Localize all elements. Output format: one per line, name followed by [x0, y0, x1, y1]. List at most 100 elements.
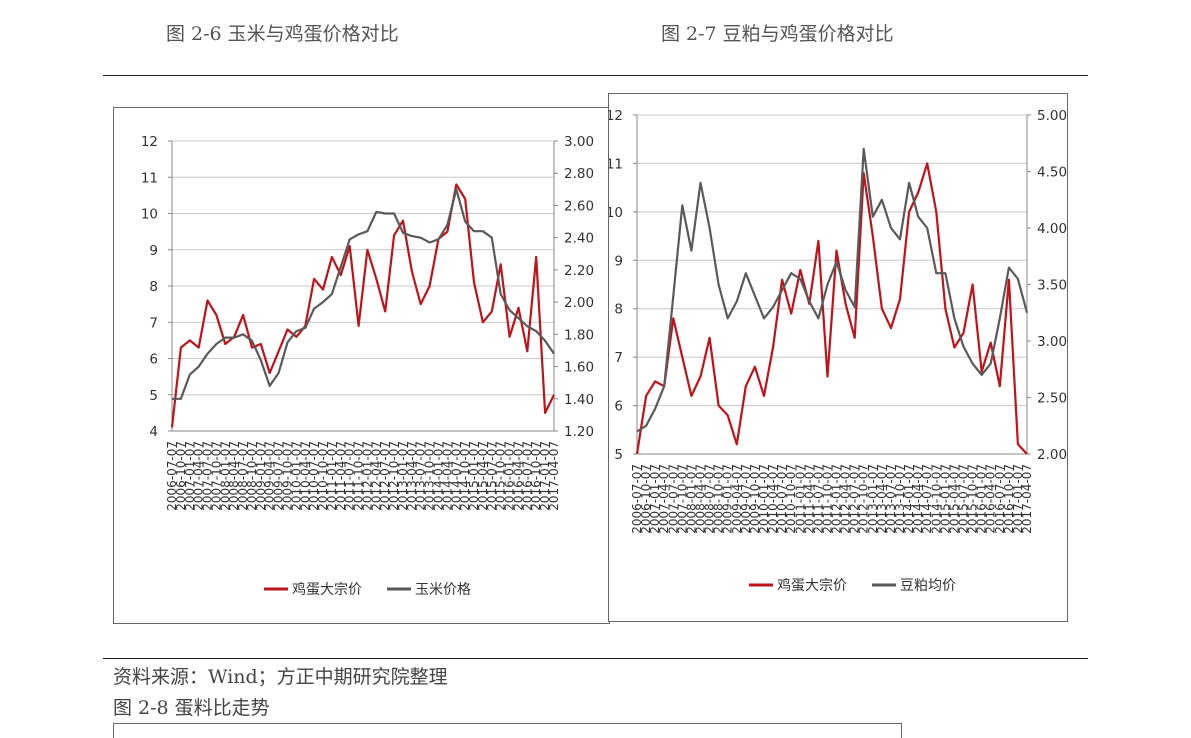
x-tick-label: 2014-07-07	[920, 464, 934, 534]
y-right-tick-label: 3.00	[1037, 334, 1067, 350]
x-tick-label: 2010-07-07	[775, 464, 789, 534]
x-tick-label: 2013-04-07	[875, 464, 889, 534]
top-divider	[103, 75, 1088, 76]
x-tick-label: 2009-10-07	[748, 464, 762, 534]
x-tick-label: 2016-10-07	[1002, 464, 1016, 534]
chart-1-caption: 图 2-6 玉米与鸡蛋价格对比	[166, 23, 399, 45]
source-note: 资料来源：Wind；方正中期研究院整理	[113, 666, 448, 688]
x-tick-label: 2012-07-07	[378, 441, 392, 511]
y-left-tick-label: 8	[614, 302, 623, 318]
x-tick-label: 2016-07-07	[993, 464, 1007, 534]
x-tick-label: 2006-07-07	[165, 441, 179, 511]
y-right-tick-label: 1.20	[564, 424, 594, 440]
y-right-tick-label: 1.80	[564, 327, 594, 343]
x-tick-label: 2016-04-07	[511, 441, 525, 511]
x-tick-label: 2016-01-07	[975, 464, 989, 534]
x-tick-label: 2008-07-07	[236, 441, 250, 511]
y-right-tick-label: 2.00	[1037, 447, 1067, 463]
x-tick-label: 2013-10-07	[893, 464, 907, 534]
x-tick-label: 2015-04-07	[947, 464, 961, 534]
x-tick-label: 2016-10-07	[529, 441, 543, 511]
y-left-tick-label: 6	[614, 399, 623, 415]
legend-label: 鸡蛋大宗价	[777, 577, 847, 594]
x-tick-label: 2016-01-07	[503, 441, 517, 511]
x-tick-label: 2014-01-07	[902, 464, 916, 534]
soymeal-egg-chart: 121110987655.004.504.003.503.002.502.002…	[606, 108, 1067, 594]
x-tick-label: 2007-10-07	[209, 441, 223, 511]
legend-label: 鸡蛋大宗价	[292, 581, 362, 598]
x-tick-label: 2008-01-07	[684, 464, 698, 534]
y-right-tick-label: 3.00	[564, 134, 594, 150]
y-left-tick-label: 10	[609, 205, 623, 221]
x-tick-label: 2013-01-07	[396, 441, 410, 511]
bottom-divider	[103, 658, 1088, 659]
x-tick-label: 2012-04-07	[369, 441, 383, 511]
x-tick-label: 2013-10-07	[423, 441, 437, 511]
y-right-tick-label: 2.00	[564, 295, 594, 311]
x-tick-label: 2010-01-07	[757, 464, 771, 534]
y-right-tick-label: 3.50	[1037, 278, 1067, 294]
y-right-tick-label: 2.80	[564, 166, 594, 182]
y-left-tick-label: 11	[141, 170, 158, 186]
x-tick-label: 2016-07-07	[520, 441, 534, 511]
y-left-tick-label: 7	[614, 350, 623, 366]
x-tick-label: 2007-01-07	[183, 441, 197, 511]
x-tick-label: 2007-10-07	[675, 464, 689, 534]
y-left-tick-label: 12	[609, 108, 623, 124]
y-left-tick-label: 8	[149, 279, 158, 295]
y-left-tick-label: 10	[141, 207, 158, 223]
x-tick-label: 2009-10-07	[280, 441, 294, 511]
grain-price-line	[636, 147, 1029, 433]
y-right-tick-label: 2.60	[564, 198, 594, 214]
y-right-tick-label: 1.40	[564, 392, 594, 408]
x-tick-label: 2011-04-07	[334, 441, 348, 511]
x-tick-label: 2012-10-07	[387, 441, 401, 511]
y-right-tick-label: 5.00	[1037, 108, 1067, 124]
x-tick-label: 2011-07-07	[811, 464, 825, 534]
x-tick-label: 2017-04-07	[1020, 464, 1034, 534]
x-tick-label: 2014-10-07	[458, 441, 472, 511]
x-tick-label: 2007-01-07	[648, 464, 662, 534]
x-tick-label: 2013-07-07	[414, 441, 428, 511]
x-tick-label: 2016-04-07	[984, 464, 998, 534]
x-tick-label: 2009-01-07	[254, 441, 268, 511]
x-tick-label: 2012-10-07	[857, 464, 871, 534]
chart-2-frame: 12 11 10 9 8 7 6 5 5.00 4.50 4.00 3.50 3.00 2.50 2.00 2…	[606, 93, 1068, 622]
x-tick-label: 2010-10-07	[316, 441, 330, 511]
x-tick-label: 2008-10-07	[245, 441, 259, 511]
x-tick-label: 2015-01-07	[938, 464, 952, 534]
x-tick-label: 2010-04-07	[298, 441, 312, 511]
x-tick-label: 2010-07-07	[307, 441, 321, 511]
x-tick-label: 2013-01-07	[866, 464, 880, 534]
y-right-tick-label: 2.40	[564, 231, 594, 247]
y-left-tick-label: 11	[609, 156, 623, 172]
x-tick-label: 2006-10-07	[174, 441, 188, 511]
y-left-tick-label: 5	[149, 388, 158, 404]
x-tick-label: 2007-04-07	[657, 464, 671, 534]
x-tick-label: 2007-04-07	[192, 441, 206, 511]
x-tick-label: 2017-01-07	[1011, 464, 1025, 534]
x-tick-label: 2015-10-07	[966, 464, 980, 534]
x-tick-label: 2017-01-07	[538, 441, 552, 511]
grain-price-line	[172, 188, 555, 400]
x-tick-label: 2011-01-07	[325, 441, 339, 511]
x-tick-label: 2013-04-07	[405, 441, 419, 511]
y-left-tick-label: 7	[149, 315, 158, 331]
x-tick-label: 2011-10-07	[352, 441, 366, 511]
x-tick-label: 2011-07-07	[343, 441, 357, 511]
x-tick-label: 2015-10-07	[494, 441, 508, 511]
y-left-tick-label: 5	[614, 447, 623, 463]
chart-2-caption: 图 2-7 豆粕与鸡蛋价格对比	[661, 23, 894, 45]
x-tick-label: 2015-07-07	[485, 441, 499, 511]
x-tick-label: 2015-07-07	[957, 464, 971, 534]
legend-label: 玉米价格	[415, 582, 471, 598]
x-tick-label: 2006-07-07	[630, 464, 644, 534]
x-tick-label: 2012-04-07	[839, 464, 853, 534]
x-tick-label: 2014-07-07	[449, 441, 463, 511]
chart-1-frame: 12 11 10 9 8 7 6 5 4 3.00 2.80 2.60 2.40 2.20 2.00 1.80…	[113, 107, 610, 624]
y-left-tick-label: 9	[149, 243, 158, 259]
egg-price-line	[170, 183, 555, 428]
x-tick-label: 2011-01-07	[793, 464, 807, 534]
x-tick-label: 2008-10-07	[712, 464, 726, 534]
y-right-tick-label: 1.60	[564, 360, 594, 376]
